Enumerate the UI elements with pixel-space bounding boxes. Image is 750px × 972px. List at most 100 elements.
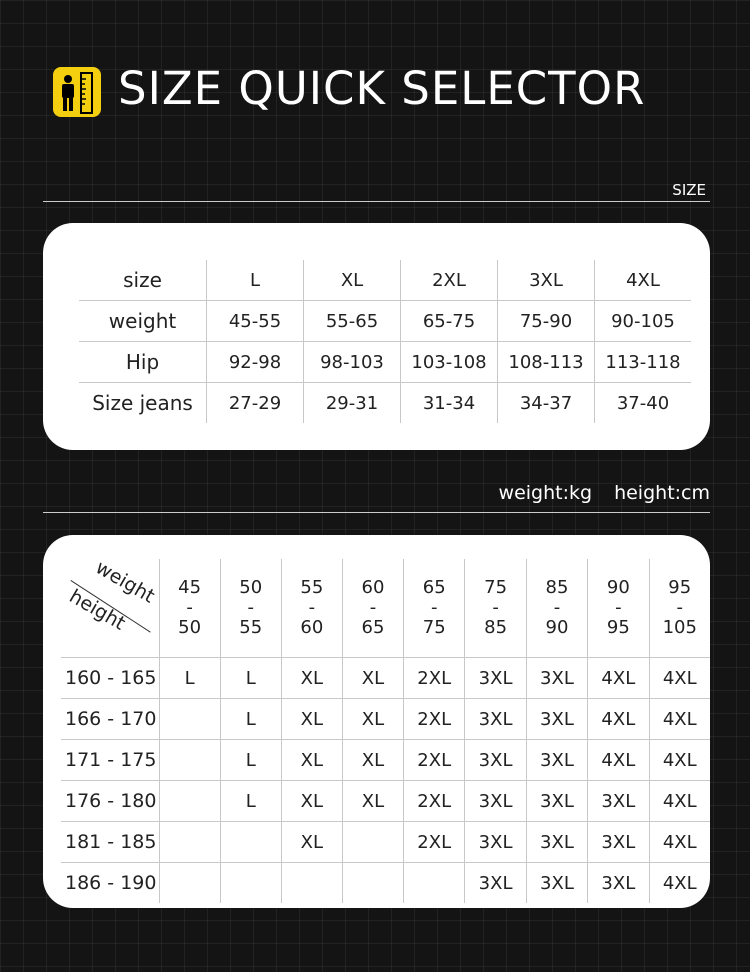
- size-cell: L: [219, 657, 282, 699]
- size-cell: 3XL: [464, 862, 527, 903]
- weight-header: 85-90: [525, 559, 589, 658]
- table-cell: 103-108: [400, 341, 498, 383]
- size-cell: XL: [341, 698, 405, 740]
- table-cell: 31-34: [400, 382, 498, 423]
- divider: [43, 512, 710, 513]
- size-cell: [158, 698, 221, 740]
- table-cell: 27-29: [206, 382, 304, 423]
- weight-part: 45: [178, 577, 202, 598]
- size-cell: 4XL: [648, 821, 710, 863]
- weight-part: 55: [300, 577, 324, 598]
- size-cell: 4XL: [648, 780, 710, 822]
- size-chart-table: size L XL 2XL 3XL 4XL weight 45-55 55-65 65-75 75-…: [79, 260, 691, 423]
- weight-part: -: [308, 597, 316, 618]
- weight-header: 75-85: [464, 559, 527, 658]
- weight-header: 95-105: [648, 559, 710, 658]
- size-cell: XL: [280, 739, 343, 781]
- weight-part: -: [430, 597, 438, 618]
- weight-part: 85: [545, 577, 569, 598]
- weight-part: 55: [239, 617, 263, 638]
- size-cell: 2XL: [403, 657, 466, 699]
- table-cell: 90-105: [594, 300, 691, 342]
- weight-part: -: [186, 597, 193, 618]
- table-cell: 3XL: [497, 260, 595, 301]
- table-row: size L XL 2XL 3XL 4XL: [79, 260, 691, 301]
- weight-header: 90-95: [587, 559, 650, 658]
- size-cell: 3XL: [525, 862, 589, 903]
- size-cell: L: [219, 698, 282, 740]
- size-cell: XL: [341, 657, 405, 699]
- units-label: weight:kg height:cm: [498, 482, 710, 504]
- height-label: 186 - 190: [61, 862, 160, 903]
- size-cell: XL: [280, 698, 343, 740]
- table-row: Size jeans 27-29 29-31 31-34 34-37 37-40: [79, 382, 691, 423]
- weight-part: 50: [178, 617, 202, 638]
- size-cell: XL: [280, 780, 343, 822]
- header-row: weight height 45-50 50-55 55-60 60-65 65-75 75-…: [61, 556, 710, 658]
- row-label: weight: [79, 300, 207, 342]
- size-cell: [219, 821, 282, 863]
- weight-part: 105: [662, 617, 697, 638]
- size-cell: 2XL: [403, 698, 466, 740]
- weight-part: -: [553, 597, 561, 618]
- table-cell: 45-55: [206, 300, 304, 342]
- size-cell: XL: [280, 657, 343, 699]
- table-cell: 98-103: [303, 341, 401, 383]
- size-cell: [158, 780, 221, 822]
- size-cell: [158, 739, 221, 781]
- row-label: Hip: [79, 341, 207, 383]
- size-cell: 3XL: [525, 698, 589, 740]
- weight-part: 75: [484, 577, 508, 598]
- size-cell: [341, 862, 405, 903]
- corner-cell: weight height: [61, 556, 160, 658]
- person-ruler-icon: [53, 67, 101, 117]
- height-weight-table: weight height 45-50 50-55 55-60 60-65 65-75 75-…: [61, 556, 710, 903]
- table-cell: 4XL: [594, 260, 691, 301]
- size-cell: 4XL: [587, 698, 650, 740]
- table-cell: 92-98: [206, 341, 304, 383]
- size-cell: L: [158, 657, 221, 699]
- table-cell: L: [206, 260, 304, 301]
- weight-part: 90: [545, 617, 569, 638]
- size-cell: L: [219, 780, 282, 822]
- size-cell: 3XL: [464, 698, 527, 740]
- table-cell: XL: [303, 260, 401, 301]
- weight-header: 55-60: [280, 559, 343, 658]
- size-cell: 4XL: [587, 657, 650, 699]
- size-cell: 3XL: [587, 780, 650, 822]
- size-cell: 3XL: [464, 780, 527, 822]
- table-cell: 29-31: [303, 382, 401, 423]
- table-cell: 2XL: [400, 260, 498, 301]
- table-cell: 34-37: [497, 382, 595, 423]
- size-cell: 4XL: [648, 657, 710, 699]
- divider: [43, 201, 710, 202]
- size-cell: 2XL: [403, 739, 466, 781]
- weight-part: 85: [484, 617, 508, 638]
- weight-header: 45-50: [158, 559, 221, 658]
- weight-header: 60-65: [341, 559, 405, 658]
- size-cell: 4XL: [648, 739, 710, 781]
- weight-part: 50: [239, 577, 263, 598]
- size-cell: [341, 821, 405, 863]
- height-label: 171 - 175: [61, 739, 160, 781]
- size-cell: [219, 862, 282, 903]
- page-title: SIZE QUICK SELECTOR: [118, 62, 646, 115]
- weight-part: 60: [361, 577, 385, 598]
- weight-header: 65-75: [403, 559, 466, 658]
- weight-part: -: [615, 597, 622, 618]
- height-label: 166 - 170: [61, 698, 160, 740]
- table-row: 160 - 165 L L XL XL 2XL 3XL 3XL 4XL 4XL: [61, 657, 710, 699]
- weight-part: -: [676, 597, 684, 618]
- weight-part: -: [369, 597, 377, 618]
- weight-header: 50-55: [219, 559, 282, 658]
- size-cell: 2XL: [403, 780, 466, 822]
- row-label: size: [79, 260, 207, 301]
- table-cell: 65-75: [400, 300, 498, 342]
- size-cell: 4XL: [648, 862, 710, 903]
- size-selector-card: weight height 45-50 50-55 55-60 60-65 65-75 75-…: [43, 535, 710, 908]
- size-cell: 3XL: [464, 657, 527, 699]
- size-cell: 3XL: [464, 739, 527, 781]
- table-cell: 37-40: [594, 382, 691, 423]
- height-label: 160 - 165: [61, 657, 160, 699]
- table-row: 176 - 180 L XL XL 2XL 3XL 3XL 3XL 4XL: [61, 780, 710, 822]
